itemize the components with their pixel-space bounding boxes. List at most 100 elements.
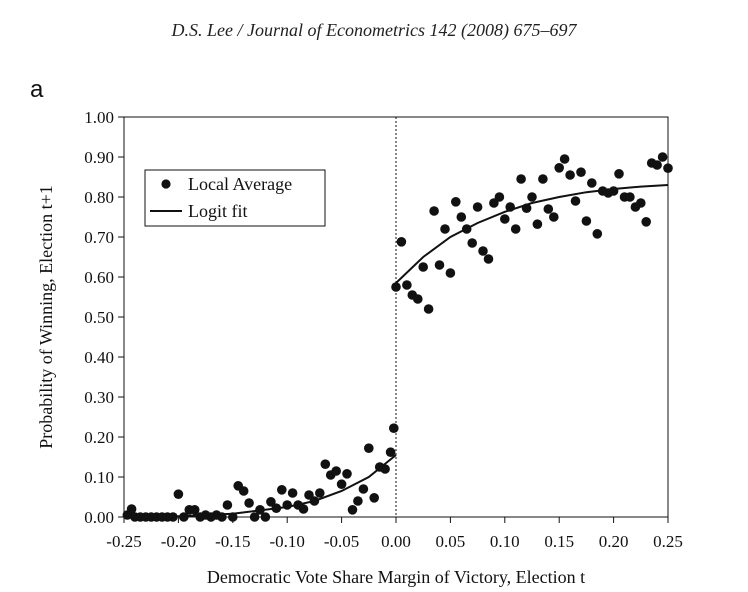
- y-tick-label: 0.20: [84, 428, 114, 447]
- data-point: [418, 262, 429, 272]
- data-point: [614, 169, 624, 179]
- data-point: [369, 493, 380, 503]
- data-point: [287, 488, 298, 498]
- data-point: [625, 192, 635, 202]
- y-tick-label: 1.00: [84, 108, 114, 127]
- data-point: [565, 170, 575, 180]
- panel-label: a: [30, 76, 44, 103]
- data-point: [451, 197, 461, 207]
- data-point: [516, 174, 526, 184]
- y-tick-label: 0.00: [84, 508, 114, 527]
- data-point: [608, 186, 619, 196]
- y-tick-label: 0.30: [84, 388, 114, 407]
- data-point: [429, 206, 439, 216]
- data-point: [402, 280, 412, 290]
- y-tick-label: 0.80: [84, 188, 114, 207]
- legend-label-local-average: Local Average: [188, 174, 292, 194]
- y-tick-label: 0.50: [84, 308, 114, 327]
- x-tick-label: -0.20: [161, 532, 196, 551]
- data-point: [532, 219, 543, 229]
- x-axis-title: Democratic Vote Share Margin of Victory,…: [207, 567, 585, 587]
- data-point: [652, 160, 662, 170]
- x-tick-label: 0.00: [381, 532, 411, 551]
- data-point: [179, 512, 189, 522]
- data-point: [641, 217, 651, 227]
- data-point: [657, 152, 668, 162]
- data-point: [483, 254, 494, 264]
- data-point: [554, 163, 564, 173]
- logit-fit-line: [123, 454, 397, 518]
- data-point: [391, 282, 401, 292]
- legend-marker-local-average: [161, 179, 171, 189]
- x-tick-label: 0.20: [599, 532, 629, 551]
- data-point: [126, 504, 137, 514]
- data-point: [249, 512, 260, 522]
- y-tick-label: 0.60: [84, 268, 114, 287]
- data-point: [364, 443, 374, 454]
- data-point: [423, 304, 434, 314]
- data-point: [527, 192, 537, 202]
- data-point: [592, 229, 603, 239]
- x-tick-label: 0.05: [436, 532, 466, 551]
- legend-box: [144, 169, 326, 227]
- legend-label-logit-fit: Logit fit: [188, 201, 248, 221]
- data-point: [331, 466, 342, 476]
- data-point: [636, 198, 646, 208]
- data-point: [358, 484, 369, 494]
- data-point: [570, 196, 581, 206]
- x-tick-label: -0.05: [324, 532, 359, 551]
- data-point: [587, 178, 597, 188]
- y-tick-label: 0.10: [84, 468, 114, 487]
- data-point: [222, 500, 233, 510]
- data-point: [266, 497, 276, 507]
- data-point: [440, 224, 450, 234]
- data-point: [581, 216, 592, 226]
- data-point: [244, 498, 254, 508]
- data-point: [456, 212, 467, 222]
- data-point: [413, 294, 423, 304]
- data-point: [543, 204, 554, 214]
- data-point: [472, 202, 483, 212]
- y-tick-label: 0.70: [84, 228, 114, 247]
- data-point: [510, 224, 521, 234]
- chart-marks: [122, 152, 673, 522]
- data-point: [173, 489, 184, 500]
- data-point: [298, 504, 309, 514]
- y-tick-label: 0.40: [84, 348, 114, 367]
- data-point: [576, 167, 586, 177]
- x-tick-label: 0.25: [653, 532, 683, 551]
- legend: Local Average Logit fit: [144, 169, 326, 227]
- y-axis-ticks: 0.00 0.10 0.20 0.30 0.40 0.50 0.60 0.70 0.80 0.90…: [84, 108, 124, 527]
- x-tick-label: -0.25: [106, 532, 141, 551]
- x-tick-label: -0.10: [269, 532, 304, 551]
- data-point: [347, 505, 358, 515]
- data-point: [336, 479, 347, 490]
- data-point: [320, 459, 331, 470]
- data-point: [445, 268, 456, 278]
- data-point: [342, 469, 352, 479]
- logit-fit-line: [395, 184, 669, 284]
- x-tick-label: -0.15: [215, 532, 250, 551]
- data-point: [396, 237, 407, 247]
- data-point: [315, 488, 325, 498]
- y-axis-title: Probability of Winning, Election t+1: [36, 185, 56, 449]
- data-point: [500, 214, 510, 224]
- data-point: [663, 163, 673, 173]
- data-point: [538, 174, 548, 184]
- data-point: [467, 238, 478, 248]
- data-point: [238, 486, 249, 496]
- data-point: [494, 192, 505, 202]
- data-point: [260, 512, 271, 522]
- data-point: [434, 260, 445, 270]
- x-axis-ticks: -0.25 -0.20 -0.15 -0.10 -0.05 0.00 0.05 0.10 0.1…: [106, 517, 683, 551]
- x-tick-label: 0.10: [490, 532, 520, 551]
- data-point: [189, 505, 200, 515]
- y-tick-label: 0.90: [84, 148, 114, 167]
- data-point: [277, 485, 287, 495]
- data-point: [389, 423, 399, 434]
- data-point: [478, 246, 488, 256]
- data-point: [353, 496, 363, 506]
- data-point: [559, 154, 570, 164]
- x-tick-label: 0.15: [544, 532, 574, 551]
